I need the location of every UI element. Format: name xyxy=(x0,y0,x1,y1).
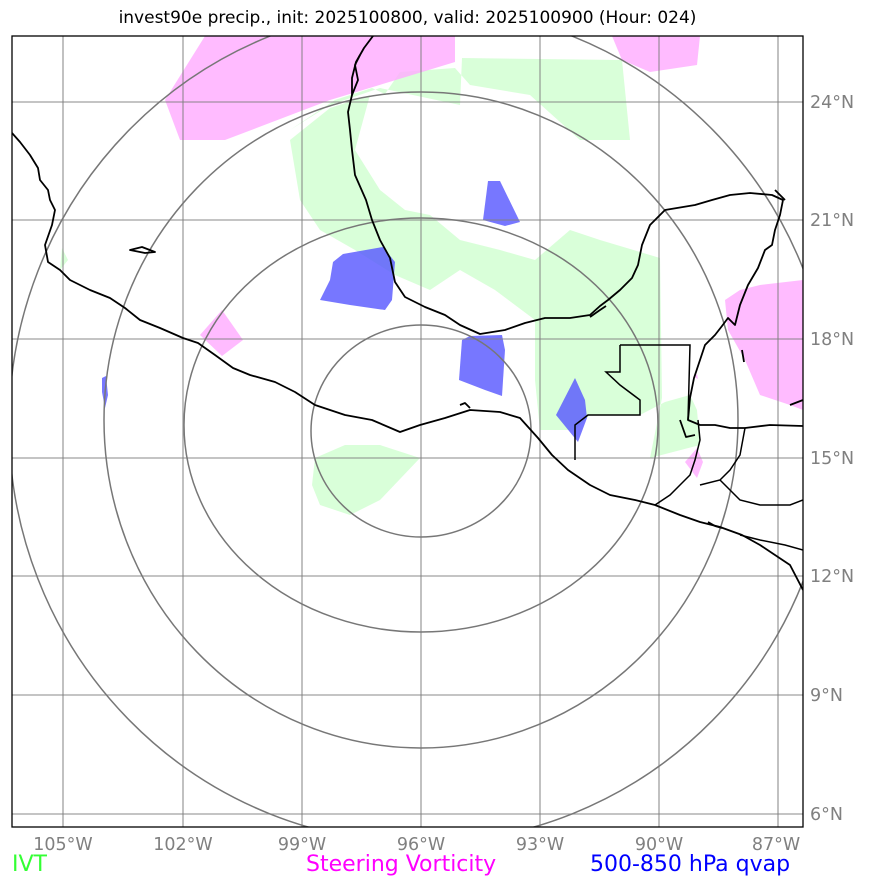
lat-label: 15°N xyxy=(810,449,854,469)
map-frame xyxy=(11,35,804,828)
lon-tick-labels: 105°W 102°W 99°W 96°W 93°W 90°W 87°W xyxy=(33,835,800,855)
lat-label: 24°N xyxy=(810,93,854,113)
lat-label: 9°N xyxy=(810,686,843,706)
lon-label: 105°W xyxy=(33,835,92,855)
lon-label: 87°W xyxy=(752,835,800,855)
vorticity-shading xyxy=(165,36,803,478)
parallels xyxy=(12,101,803,815)
legend-qvap: 500-850 hPa qvap xyxy=(590,852,791,877)
map-title: invest90e precip., init: 2025100800, val… xyxy=(118,8,697,28)
lon-label: 90°W xyxy=(635,835,683,855)
lon-label: 96°W xyxy=(397,835,445,855)
qvap-shading xyxy=(102,181,587,442)
lat-tick-labels: 24°N 21°N 18°N 15°N 12°N 9°N 6°N xyxy=(810,93,854,825)
lat-label: 6°N xyxy=(810,805,843,825)
coastlines xyxy=(12,36,803,591)
lon-label: 102°W xyxy=(153,835,212,855)
legend-ivt: IVT xyxy=(12,852,47,877)
lat-label: 12°N xyxy=(810,567,854,587)
map-area xyxy=(12,36,803,827)
lon-label: 99°W xyxy=(278,835,326,855)
lon-label: 93°W xyxy=(516,835,564,855)
country-borders xyxy=(574,344,803,551)
lat-label: 18°N xyxy=(810,330,854,350)
lat-label: 21°N xyxy=(810,211,854,231)
legend-steering-vorticity: Steering Vorticity xyxy=(306,852,497,877)
range-rings xyxy=(12,36,803,827)
ivt-shading xyxy=(60,58,700,515)
